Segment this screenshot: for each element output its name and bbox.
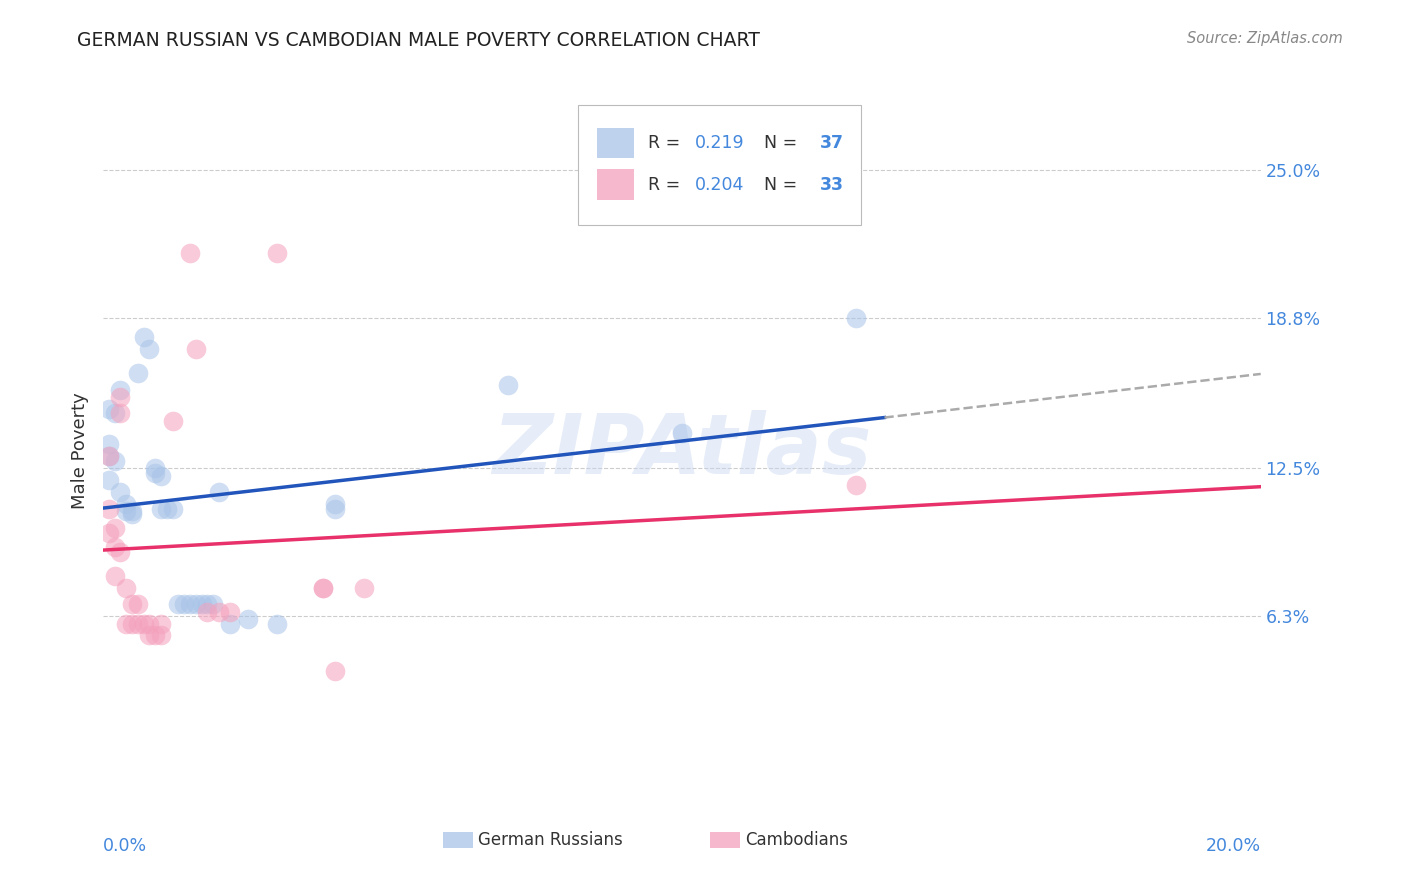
Text: 0.0%: 0.0% xyxy=(103,837,148,855)
Point xyxy=(138,342,160,356)
Text: Source: ZipAtlas.com: Source: ZipAtlas.com xyxy=(1187,31,1343,46)
Point xyxy=(167,598,190,612)
Point xyxy=(143,628,166,642)
Point xyxy=(202,598,225,612)
Point xyxy=(127,616,149,631)
Point xyxy=(97,502,120,516)
Text: R =: R = xyxy=(648,134,686,153)
Point xyxy=(173,598,195,612)
Point xyxy=(162,414,184,428)
Point xyxy=(127,598,149,612)
Point xyxy=(121,507,143,521)
Point xyxy=(179,598,201,612)
Point xyxy=(156,502,179,516)
Point xyxy=(121,598,143,612)
Point xyxy=(162,502,184,516)
Point xyxy=(132,330,155,344)
Point xyxy=(97,450,120,464)
Point xyxy=(208,485,231,500)
Text: 20.0%: 20.0% xyxy=(1205,837,1261,855)
Point xyxy=(97,525,120,540)
Point xyxy=(110,485,132,500)
Text: 33: 33 xyxy=(820,176,844,194)
Point xyxy=(115,581,138,595)
Point xyxy=(132,616,155,631)
Text: Cambodians: Cambodians xyxy=(745,830,848,848)
Text: R =: R = xyxy=(648,176,686,194)
Text: ZIPAtlas: ZIPAtlas xyxy=(492,410,872,491)
Point xyxy=(97,473,120,487)
Point xyxy=(219,616,242,631)
Text: 0.219: 0.219 xyxy=(695,134,744,153)
Text: N =: N = xyxy=(752,176,803,194)
Point xyxy=(127,366,149,380)
Point xyxy=(138,628,160,642)
FancyBboxPatch shape xyxy=(598,169,634,200)
Point xyxy=(115,497,138,511)
Point xyxy=(266,246,288,260)
Point xyxy=(184,342,207,356)
Y-axis label: Male Poverty: Male Poverty xyxy=(72,392,89,508)
Point xyxy=(110,407,132,421)
Point xyxy=(323,497,346,511)
Point xyxy=(219,605,242,619)
Text: 0.204: 0.204 xyxy=(695,176,744,194)
Point xyxy=(190,598,212,612)
Point xyxy=(104,540,127,554)
Point xyxy=(104,407,127,421)
Point xyxy=(110,383,132,397)
Point xyxy=(115,504,138,518)
Point xyxy=(121,616,143,631)
Point xyxy=(498,377,520,392)
Point xyxy=(150,468,173,483)
FancyBboxPatch shape xyxy=(598,128,634,159)
Point xyxy=(150,628,173,642)
Point xyxy=(312,581,335,595)
Point xyxy=(845,478,868,492)
Point xyxy=(323,502,346,516)
Point xyxy=(97,437,120,451)
Point xyxy=(104,521,127,535)
Text: GERMAN RUSSIAN VS CAMBODIAN MALE POVERTY CORRELATION CHART: GERMAN RUSSIAN VS CAMBODIAN MALE POVERTY… xyxy=(77,31,761,50)
Point xyxy=(104,454,127,468)
Point xyxy=(110,390,132,404)
Point xyxy=(97,450,120,464)
Point xyxy=(150,502,173,516)
Point xyxy=(195,598,218,612)
Point xyxy=(143,461,166,475)
Point xyxy=(266,616,288,631)
Point xyxy=(845,310,868,325)
Point xyxy=(208,605,231,619)
Point xyxy=(195,605,218,619)
Point xyxy=(138,616,160,631)
Point xyxy=(150,616,173,631)
Point xyxy=(115,616,138,631)
Point xyxy=(143,466,166,480)
Point xyxy=(104,569,127,583)
Point xyxy=(323,665,346,679)
FancyBboxPatch shape xyxy=(578,104,862,225)
Point xyxy=(97,401,120,416)
Point xyxy=(353,581,375,595)
Point xyxy=(671,425,693,440)
Point xyxy=(312,581,335,595)
Point xyxy=(184,598,207,612)
Point xyxy=(110,545,132,559)
Point xyxy=(121,504,143,518)
Text: German Russians: German Russians xyxy=(478,830,623,848)
Text: 37: 37 xyxy=(820,134,844,153)
Text: N =: N = xyxy=(752,134,803,153)
Point xyxy=(236,612,259,626)
Point xyxy=(179,246,201,260)
